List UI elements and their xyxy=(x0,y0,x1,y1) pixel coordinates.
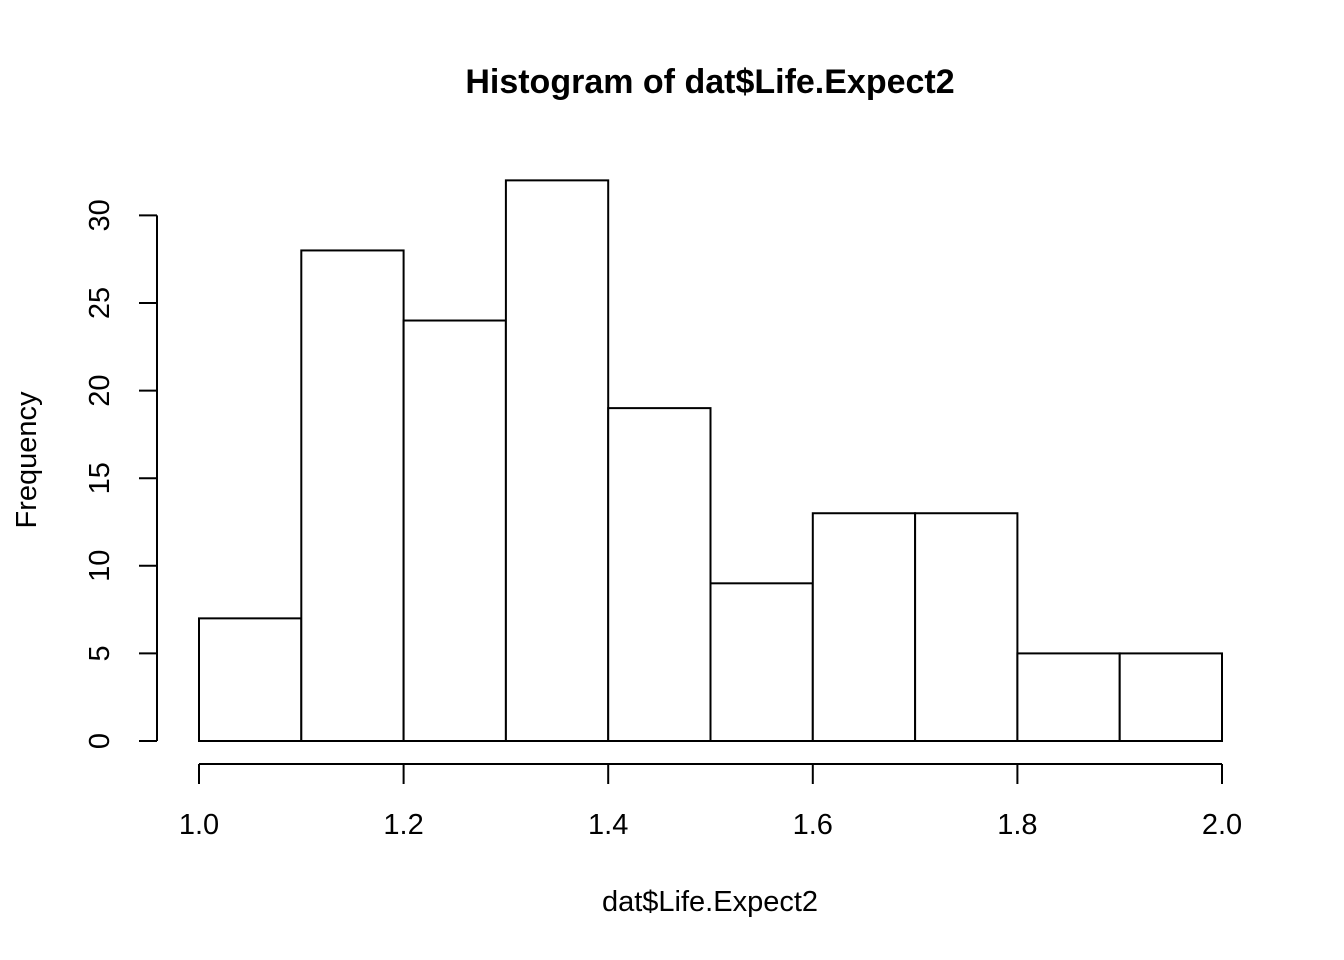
x-axis-label: dat$Life.Expect2 xyxy=(602,886,818,918)
y-tick-label-4: 20 xyxy=(84,374,116,406)
histogram-bar-3 xyxy=(402,319,507,742)
x-tick-label-1: 1.2 xyxy=(383,809,423,841)
histogram-bar-7 xyxy=(811,512,917,742)
histogram-bar-8 xyxy=(914,512,1019,742)
y-tick-label-6: 30 xyxy=(84,199,116,231)
y-tick-label-3: 15 xyxy=(84,462,116,494)
y-axis: 0 5 10 15 20 25 30 xyxy=(84,199,158,749)
x-tick-label-3: 1.6 xyxy=(793,809,833,841)
histogram-bar-1 xyxy=(198,617,303,742)
histogram-bar-4 xyxy=(504,179,610,743)
y-tick-label-1: 5 xyxy=(84,645,116,661)
histogram-bar-10 xyxy=(1118,652,1223,743)
y-tick-label-5: 25 xyxy=(84,287,116,319)
x-tick-label-2: 1.4 xyxy=(588,809,628,841)
y-tick-label-0: 0 xyxy=(84,733,116,749)
histogram-bar-6 xyxy=(709,582,814,742)
x-tick-label-5: 2.0 xyxy=(1202,809,1242,841)
chart-title: Histogram of dat$Life.Expect2 xyxy=(465,63,954,101)
histogram-bar-2 xyxy=(300,249,405,742)
y-axis-label: Frequency xyxy=(11,391,43,529)
histogram-bar-5 xyxy=(607,407,712,742)
x-tick-label-0: 1.0 xyxy=(179,809,219,841)
histogram-bar-9 xyxy=(1016,652,1121,743)
x-tick-label-4: 1.8 xyxy=(997,809,1037,841)
x-axis: 1.0 1.2 1.4 1.6 1.8 2.0 xyxy=(179,763,1242,841)
y-tick-label-2: 10 xyxy=(84,550,116,582)
bars-group xyxy=(198,179,1223,743)
